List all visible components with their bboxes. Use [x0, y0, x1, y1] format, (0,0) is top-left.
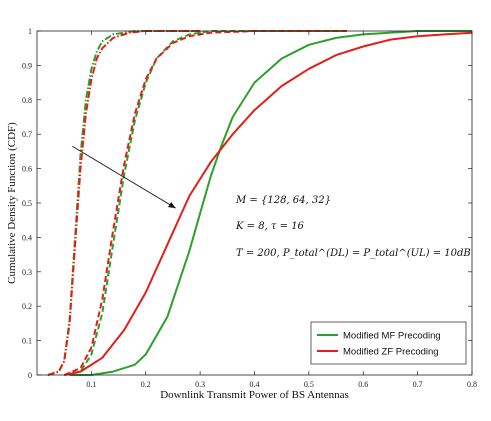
series-line-zf-solid-5 [63, 31, 473, 376]
annotation-arrow [72, 145, 176, 209]
series-line-mf-dashed-2 [63, 30, 347, 376]
y-tick-label: 0.1 [22, 337, 32, 346]
x-tick-label: 0.2 [141, 380, 151, 389]
y-tick-label: 0.7 [22, 130, 32, 139]
y-tick-label: 0.5 [22, 199, 32, 208]
y-tick-label: 0.6 [22, 165, 32, 174]
curves-layer [47, 30, 473, 376]
legend-box [310, 321, 467, 365]
x-tick-label: 0.3 [195, 380, 205, 389]
legend: Modified MF Precoding Modified ZF Precod… [310, 321, 467, 365]
annotation-antenna-set: M = {128, 64, 32} [235, 195, 331, 206]
arrow-shaft [72, 145, 176, 209]
y-tick-label: 0.9 [22, 61, 32, 70]
y-tick-label: 0.2 [22, 302, 32, 311]
x-tick-label: 0.4 [250, 380, 260, 389]
legend-label-mf: Modified MF Precoding [343, 331, 441, 342]
annotation-power-settings: T = 200, P_total^(DL) = P_total^(UL) = 1… [236, 248, 471, 259]
x-tick-label: 0.7 [413, 380, 423, 389]
series-line-mf-dashdot-0 [47, 30, 201, 376]
x-tick-label: 0.6 [358, 380, 368, 389]
arrow-head [168, 201, 176, 209]
series-line-mf-solid-4 [69, 30, 472, 376]
x-tick-label: 0.1 [86, 380, 96, 389]
y-tick-label: 0.8 [22, 96, 32, 105]
x-tick-label: 0.5 [304, 380, 314, 389]
y-tick-label: 0.3 [22, 268, 32, 277]
x-tick-label: 0.8 [467, 380, 477, 389]
y-axis-label: Cumulative Density Function (CDF) [6, 122, 18, 284]
legend-label-zf: Modified ZF Precoding [343, 347, 439, 358]
y-tick-label: 0 [28, 371, 32, 380]
axis-ticks: 0.1 0.2 0.3 0.4 0.5 0.6 0.7 0.8 0 0.1 0.2 0.3 0.4 0.5… [22, 27, 477, 389]
annotation-users-pilots: K = 8, τ = 16 [235, 221, 305, 232]
x-axis-label: Downlink Transmit Power of BS Antennas [160, 389, 349, 401]
y-tick-label: 1 [28, 27, 32, 36]
series-line-zf-dashdot-1 [47, 30, 201, 376]
series-line-zf-dashed-3 [63, 30, 347, 376]
y-tick-label: 0.4 [22, 233, 32, 242]
